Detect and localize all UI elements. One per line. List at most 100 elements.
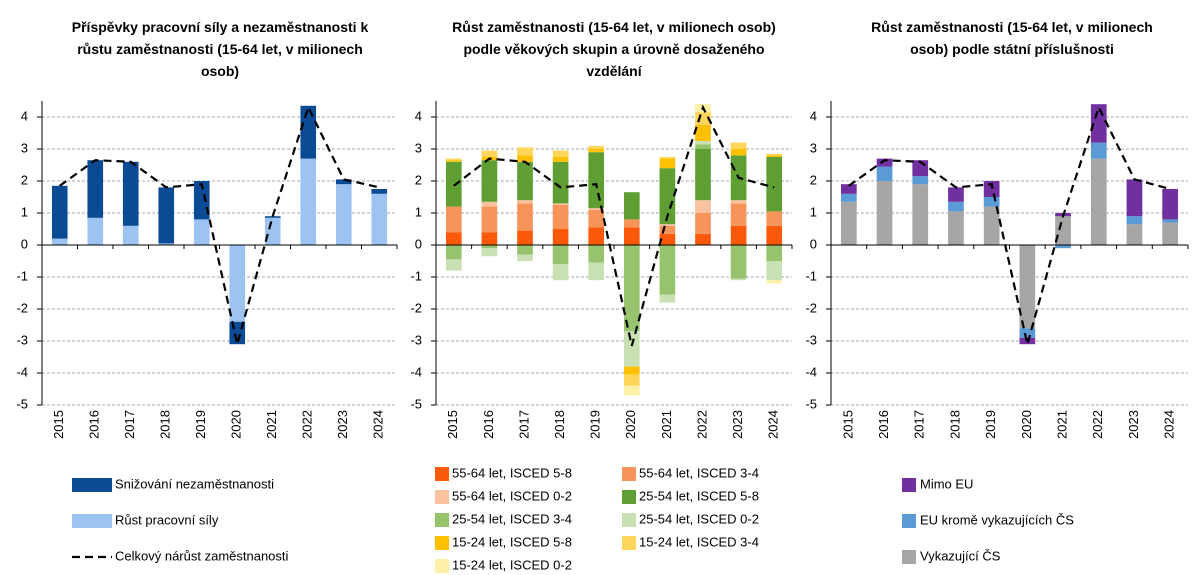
legend-label: Mimo EU — [920, 476, 973, 491]
legend-swatch — [435, 559, 449, 573]
bar-segment — [659, 245, 676, 295]
bar-segment — [588, 262, 605, 281]
bar-segment — [623, 374, 640, 386]
x-tick-label: 2018 — [947, 410, 962, 439]
legend-swatch — [902, 514, 916, 528]
x-tick-label: 2016 — [87, 410, 102, 439]
x-tick-label: 2023 — [730, 410, 745, 439]
bar-segment — [158, 187, 175, 244]
bar-segment — [481, 150, 498, 157]
x-tick-label: 2018 — [158, 410, 173, 439]
bar-segment — [766, 225, 783, 245]
x-tick-label: 2021 — [264, 410, 279, 439]
bar-segment — [695, 149, 711, 201]
bar-segment — [481, 248, 498, 257]
bar-segment — [948, 201, 964, 212]
x-tick-label: 2022 — [300, 410, 315, 439]
legend-label: 25-54 let, ISCED 0-2 — [639, 511, 759, 526]
x-tick-label: 2019 — [983, 410, 998, 439]
bar-segment — [766, 245, 783, 261]
y-tick-label: -3 — [410, 332, 422, 347]
bar-segment — [730, 203, 747, 226]
legend-label: 25-54 let, ISCED 5-8 — [639, 488, 759, 503]
bar-segment — [51, 238, 68, 245]
bar-segment — [1162, 222, 1179, 245]
bar-segment — [623, 366, 640, 375]
legend-swatch — [435, 536, 449, 550]
y-tick-label: 1 — [415, 204, 422, 219]
total-line — [453, 104, 775, 347]
y-tick-label: -2 — [410, 300, 422, 315]
total-line — [59, 104, 380, 345]
bar-segment — [766, 280, 783, 284]
bar-segment — [1090, 158, 1107, 245]
bar-segment — [481, 201, 498, 207]
bar-segment — [623, 385, 640, 396]
bar-segment — [983, 197, 1000, 207]
x-tick-label: 2020 — [1019, 410, 1034, 439]
legend-swatch — [902, 550, 916, 564]
bar-segment — [695, 213, 711, 234]
bar-segment — [588, 227, 605, 245]
x-tick-label: 2019 — [588, 410, 603, 439]
y-tick-label: -5 — [805, 396, 817, 411]
bar-segment — [1162, 189, 1179, 220]
bar-segment — [517, 161, 533, 201]
y-tick-label: -5 — [16, 396, 28, 411]
bar-segment — [552, 203, 569, 205]
bar-segment — [1126, 216, 1143, 225]
bar-segment — [481, 245, 498, 249]
legend-swatch — [435, 513, 449, 527]
y-tick-label: 4 — [21, 108, 28, 123]
y-tick-label: 0 — [810, 236, 817, 251]
bar-segment — [193, 219, 210, 245]
bar-segment — [766, 157, 783, 212]
x-tick-label: 2017 — [516, 410, 531, 439]
bar-segment — [695, 125, 711, 141]
y-tick-label: 0 — [415, 236, 422, 251]
bar-segment — [264, 216, 281, 218]
bar-segment — [766, 155, 783, 157]
bar-segment — [193, 181, 210, 220]
x-tick-label: 2016 — [876, 410, 891, 439]
bar-segment — [588, 152, 605, 209]
legend-label: 25-54 let, ISCED 3-4 — [452, 511, 572, 526]
bar-segment — [840, 201, 857, 245]
bar-segment — [445, 158, 462, 161]
chart-title: Příspěvky pracovní síly a nezaměstnanost… — [71, 19, 369, 79]
legend-label: 15-24 let, ISCED 0-2 — [452, 557, 572, 572]
bar-segment — [445, 259, 462, 271]
bar-segment — [730, 278, 747, 281]
bar-segment — [87, 160, 104, 218]
y-tick-label: -2 — [805, 300, 817, 315]
bar-segment — [264, 217, 281, 245]
x-tick-label: 2021 — [1054, 410, 1069, 439]
x-tick-label: 2018 — [552, 410, 567, 439]
bar-segment — [948, 211, 964, 245]
x-tick-label: 2023 — [1126, 410, 1141, 439]
legend-swatch — [72, 478, 112, 492]
bar-segment — [766, 153, 783, 156]
bar-segment — [983, 181, 1000, 197]
bar-segment — [517, 230, 533, 245]
y-tick-label: 3 — [21, 140, 28, 155]
bar-segment — [623, 331, 640, 367]
bar-segment — [445, 245, 462, 260]
chart-title: Růst zaměstnanosti (15-64 let, v milione… — [452, 19, 776, 79]
bar-segment — [659, 168, 676, 225]
bar-segment — [1055, 245, 1071, 249]
bar-segment — [876, 166, 893, 181]
bar-segment — [552, 229, 569, 245]
bar-segment — [445, 161, 462, 207]
bar-segment — [481, 232, 498, 245]
y-tick-label: -4 — [410, 364, 422, 379]
y-tick-label: 2 — [21, 172, 28, 187]
x-tick-label: 2022 — [694, 410, 709, 439]
x-tick-label: 2022 — [1090, 410, 1105, 439]
x-tick-label: 2015 — [51, 410, 66, 439]
bar-segment — [948, 187, 964, 202]
bar-segment — [623, 245, 640, 332]
x-tick-label: 2024 — [766, 410, 781, 439]
